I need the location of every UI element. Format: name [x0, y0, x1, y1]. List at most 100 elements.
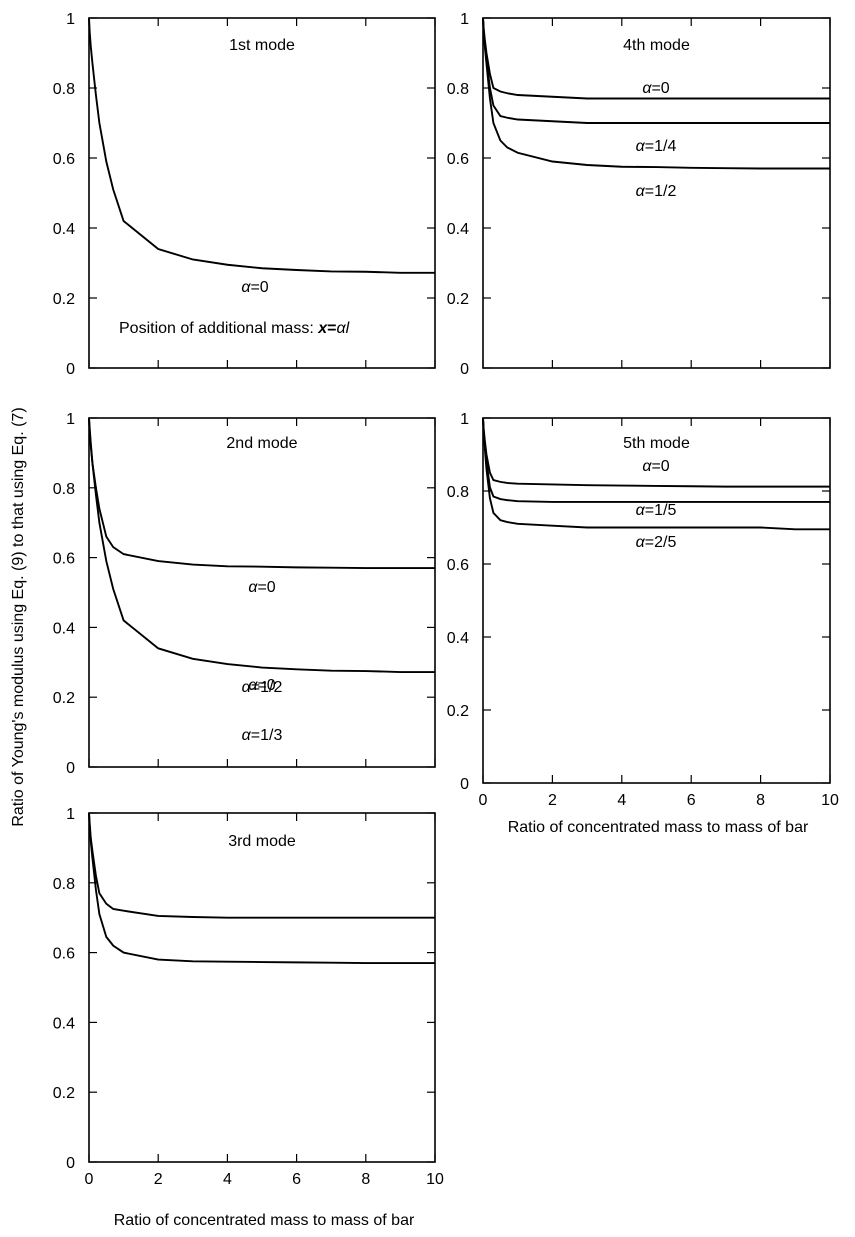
mode5-ytick-label-5: 1 — [460, 411, 469, 428]
mode5-ytick-label-0: 0 — [460, 776, 469, 793]
mode4-series-label-alpha-1: α — [636, 138, 646, 155]
x-axis-label-left: Ratio of concentrated mass to mass of ba… — [114, 1212, 415, 1229]
mode5-frame — [482, 417, 831, 784]
mode2-title: 2nd mode — [226, 435, 297, 452]
mode1-title: 1st mode — [229, 37, 295, 54]
mode3-series-label-value-1: =1/3 — [251, 727, 283, 744]
mode5-xtick-label-4: 8 — [756, 792, 765, 809]
mode1-ytick-label-3: 0.6 — [53, 151, 75, 168]
mode3-xtick-label-2: 4 — [223, 1171, 232, 1188]
mass-position-note-alpha: α — [336, 320, 346, 337]
mode3-xtick-label-5: 10 — [426, 1171, 444, 1188]
mode4-frame — [482, 17, 831, 369]
mode2-ytick-label-1: 0.2 — [53, 690, 75, 707]
mode3-ytick-label-5: 1 — [66, 806, 75, 823]
mode4-ytick-label-2: 0.4 — [447, 221, 469, 238]
mode3-ytick-label-0: 0 — [66, 1155, 75, 1172]
mode3-xtick-label-4: 8 — [361, 1171, 370, 1188]
mode5-ytick-label-1: 0.2 — [447, 703, 469, 720]
mode4-series-label-1: α=1/4 — [636, 138, 677, 155]
mass-position-note-l: l — [346, 320, 350, 337]
mode1-ytick-label-2: 0.4 — [53, 221, 75, 238]
mode4-ytick-label-5: 1 — [460, 11, 469, 28]
mass-position-note-prefix: Position of additional mass: — [119, 320, 318, 337]
mode3-series-label-0: α=0 — [248, 677, 275, 694]
mode5-ytick-label-4: 0.8 — [447, 484, 469, 501]
mass-position-note-var: x — [317, 320, 328, 337]
mode5-series-line-0 — [482, 417, 830, 488]
mode3-ytick-label-3: 0.6 — [53, 946, 75, 963]
mode5-xtick-label-2: 4 — [617, 792, 626, 809]
mode5-series-label-alpha-2: α — [636, 534, 646, 551]
mode3-xtick-label-3: 6 — [292, 1171, 301, 1188]
mode2-series-label-alpha-1: α — [242, 679, 252, 696]
mode3-series-label-alpha-1: α — [242, 727, 252, 744]
mode3-series-line-0 — [88, 812, 435, 919]
mode1-series-label-0: α=0 — [241, 279, 268, 296]
mode5-ytick-label-2: 0.4 — [447, 630, 469, 647]
mode5-title: 5th mode — [623, 435, 690, 452]
mode2-ytick-label-4: 0.8 — [53, 481, 75, 498]
mode5-xtick-label-3: 6 — [687, 792, 696, 809]
mode2-series-label-0: α=0 — [248, 579, 275, 596]
mode4-series-label-value-0: =0 — [651, 80, 669, 97]
mode4-series-line-2 — [482, 17, 830, 170]
mode3-ytick-label-4: 0.8 — [53, 876, 75, 893]
mode2-ytick-label-5: 1 — [66, 411, 75, 428]
mode5-ytick-label-3: 0.6 — [447, 557, 469, 574]
mode3-xtick-label-0: 0 — [85, 1171, 94, 1188]
mode4-series-label-2: α=1/2 — [636, 183, 677, 200]
mode3-ytick-label-1: 0.2 — [53, 1085, 75, 1102]
mode5-series-label-value-2: =2/5 — [645, 534, 677, 551]
mode1-ytick-label-5: 1 — [66, 11, 75, 28]
mode3-ytick-label-2: 0.4 — [53, 1015, 75, 1032]
mode1-ytick-label-0: 0 — [66, 361, 75, 378]
mode1-series-label-value-0: =0 — [250, 279, 268, 296]
mode3-series-label-alpha-0: α — [248, 677, 258, 694]
mode4-series-label-alpha-0: α — [642, 80, 652, 97]
mode5-xtick-label-1: 2 — [548, 792, 557, 809]
mode4-series-label-alpha-2: α — [636, 183, 646, 200]
mode3-xtick-label-1: 2 — [154, 1171, 163, 1188]
mode4-series-label-value-2: =1/2 — [645, 183, 677, 200]
mode2-frame — [88, 417, 436, 768]
mode2-ytick-label-3: 0.6 — [53, 551, 75, 568]
mode4-series-label-value-1: =1/4 — [645, 138, 677, 155]
mode4-ytick-label-1: 0.2 — [447, 291, 469, 308]
mode2-ytick-label-2: 0.4 — [53, 620, 75, 637]
mode4-ytick-label-3: 0.6 — [447, 151, 469, 168]
mode3-title: 3rd mode — [228, 833, 296, 850]
mode5-series-label-alpha-1: α — [636, 502, 646, 519]
mode3-series-label-value-0: =0 — [257, 677, 275, 694]
mode5-series-label-1: α=1/5 — [636, 502, 677, 519]
mode1-frame — [88, 17, 436, 369]
mode4-ytick-label-4: 0.8 — [447, 81, 469, 98]
y-axis-label: Ratio of Young's modulus using Eq. (9) t… — [10, 407, 27, 826]
mode5-xtick-label-5: 10 — [821, 792, 839, 809]
mode3-frame — [88, 812, 436, 1163]
mode4-series-label-0: α=0 — [642, 80, 669, 97]
mode2-series-label-value-1: =1/2 — [251, 679, 283, 696]
mode4-ytick-label-0: 0 — [460, 361, 469, 378]
mode3-series-line-1 — [88, 812, 435, 965]
mode1-ytick-label-1: 0.2 — [53, 291, 75, 308]
mass-position-note-eq: = — [327, 320, 336, 337]
mode4-title: 4th mode — [623, 37, 690, 54]
mode5-series-label-0: α=0 — [642, 458, 669, 475]
mode5-xtick-label-0: 0 — [479, 792, 488, 809]
mode3-series-label-1: α=1/3 — [242, 727, 283, 744]
mode2-ytick-label-0: 0 — [66, 760, 75, 777]
mode1-series-line-0 — [88, 17, 435, 274]
mode5-series-line-2 — [482, 417, 830, 531]
mode5-series-label-value-1: =1/5 — [645, 502, 677, 519]
mass-position-note: Position of additional mass: x=αl — [119, 320, 350, 337]
mode5-series-label-value-0: =0 — [651, 458, 669, 475]
mode2-series-label-alpha-0: α — [248, 579, 258, 596]
x-axis-label-right: Ratio of concentrated mass to mass of ba… — [508, 819, 809, 836]
